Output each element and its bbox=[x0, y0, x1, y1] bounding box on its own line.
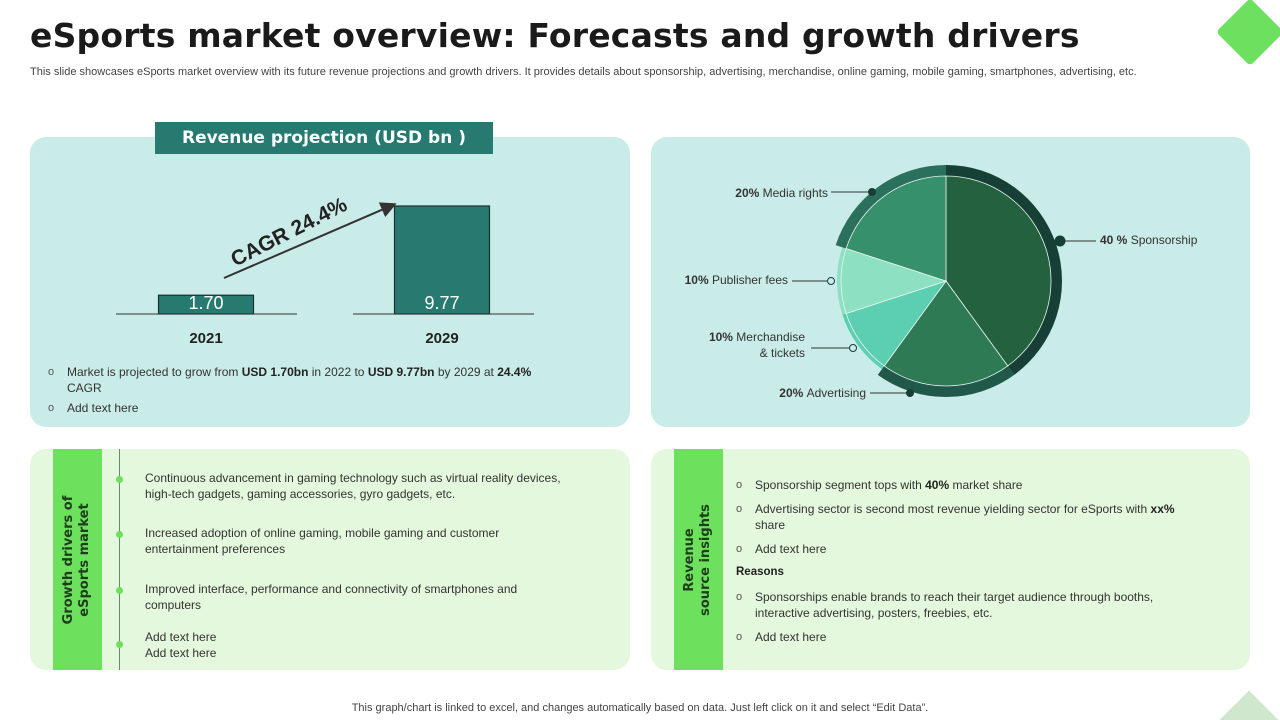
callout-dot bbox=[1054, 235, 1066, 247]
pie-label: 40 % Sponsorship bbox=[1100, 233, 1198, 247]
growth-timeline bbox=[119, 449, 120, 670]
timeline-dot bbox=[116, 587, 123, 594]
cagr-arrow bbox=[223, 202, 397, 279]
pie-ring-segment bbox=[877, 365, 1015, 397]
reasons-label: Reasons bbox=[736, 566, 784, 578]
timeline-dot bbox=[116, 641, 123, 648]
pie-label: 10% Merchandise bbox=[709, 330, 805, 344]
pie-slice-advertising[interactable] bbox=[883, 280, 1009, 387]
callout-dot bbox=[849, 344, 857, 352]
revenue-bullet-2: Add text here bbox=[48, 400, 548, 416]
pie-slice-sponsorship[interactable] bbox=[945, 175, 1052, 367]
pie-ring-segment bbox=[837, 247, 848, 315]
pie-label: 20% Media rights bbox=[735, 186, 828, 200]
growth-item: Improved interface, performance and conn… bbox=[145, 582, 518, 612]
insight-bullet-3: Add text here bbox=[736, 541, 1206, 557]
pie-ring-segment bbox=[946, 165, 1062, 375]
pie-ring-segment bbox=[835, 165, 946, 249]
revenue-header: Revenue projection (USD bn ) bbox=[155, 122, 493, 154]
growth-item: Add text here bbox=[145, 630, 217, 644]
callout-dot bbox=[827, 277, 835, 285]
growth-item: Increased adoption of online gaming, mob… bbox=[145, 526, 500, 556]
revenue-source-pie-chart[interactable]: 40 % Sponsorship 20% Advertising 10% Merch… bbox=[651, 137, 1250, 427]
pie-label: 20% Advertising bbox=[779, 386, 866, 400]
bar-value-label: 9.77 bbox=[424, 293, 459, 313]
revenue-bullet-1: Market is projected to grow from USD 1.7… bbox=[48, 364, 548, 396]
pie-label-line2: & tickets bbox=[760, 346, 805, 360]
callout-dot bbox=[868, 188, 876, 196]
timeline-dot bbox=[116, 531, 123, 538]
insight-bullet-2: Advertising sector is second most revenu… bbox=[736, 501, 1206, 533]
page-subtitle: This slide showcases eSports market over… bbox=[30, 66, 1137, 78]
timeline-dot bbox=[116, 476, 123, 483]
insight-bullet-4: Sponsorships enable brands to reach thei… bbox=[736, 589, 1206, 621]
decorative-diamond-top bbox=[1216, 0, 1280, 66]
insights-side-label: Revenue source insights bbox=[682, 504, 713, 616]
pie-label: 10% Publisher fees bbox=[685, 273, 788, 287]
insights-list: Sponsorship segment tops with 40% market… bbox=[736, 477, 1206, 653]
footer-note: This graph/chart is linked to excel, and… bbox=[351, 702, 929, 714]
insight-bullet-1: Sponsorship segment tops with 40% market… bbox=[736, 477, 1206, 493]
growth-panel bbox=[30, 449, 630, 670]
insights-side-bar bbox=[674, 449, 723, 670]
page-title: eSports market overview: Forecasts and g… bbox=[30, 16, 1080, 55]
pie-slice-media-rights[interactable] bbox=[845, 175, 947, 282]
bar-value-label: 1.70 bbox=[188, 293, 223, 313]
category-label: 2029 bbox=[425, 330, 458, 347]
callout-dot bbox=[906, 389, 914, 397]
growth-side-label: Growth drivers of eSports market bbox=[61, 495, 92, 625]
growth-item: Continuous advancement in gaming technol… bbox=[145, 471, 561, 501]
category-label: 2021 bbox=[189, 330, 222, 347]
growth-side-bar bbox=[53, 449, 102, 670]
insight-bullet-5: Add text here bbox=[736, 629, 1206, 645]
revenue-bullets: Market is projected to grow from USD 1.7… bbox=[48, 364, 548, 420]
growth-item: Add text here bbox=[145, 646, 217, 660]
